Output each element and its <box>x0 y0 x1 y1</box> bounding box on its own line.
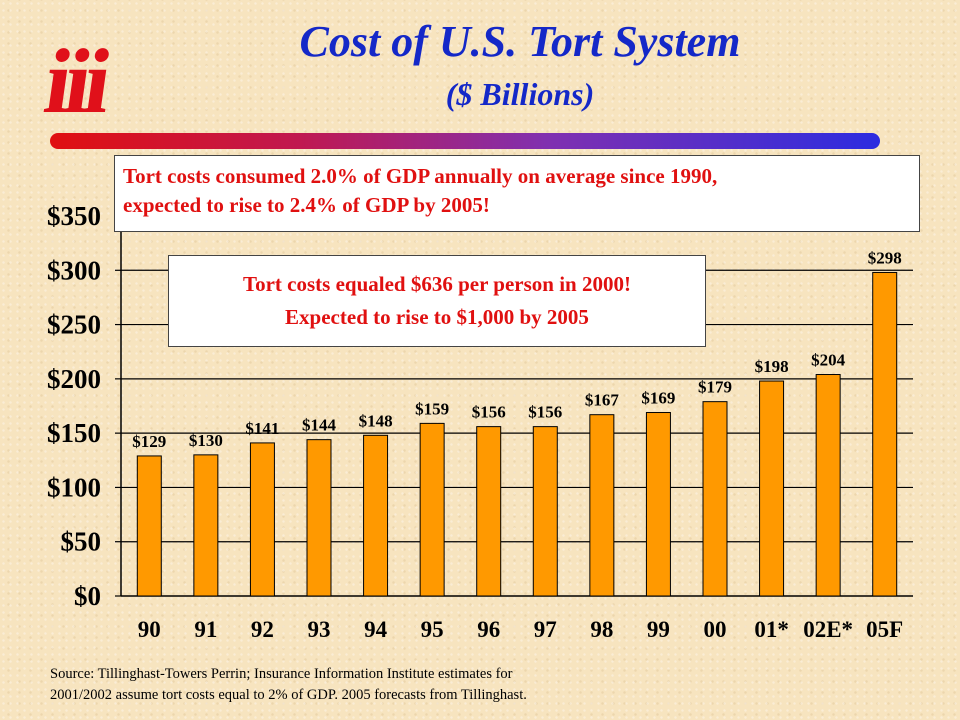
gdp-callout-line1: Tort costs consumed 2.0% of GDP annually… <box>123 164 718 188</box>
bar <box>759 380 785 597</box>
y-tick-label: $350 <box>47 201 101 231</box>
x-tick-label: 90 <box>138 617 161 642</box>
x-tick-labels: 90 91 92 93 94 95 96 97 98 99 00 01* 02E* 05F <box>138 617 903 642</box>
per-person-callout: Tort costs equaled $636 per person in 20… <box>168 255 706 347</box>
data-labels: $129 $130 $141 $144 $148 $159 $156 $156 $167 $169… <box>132 248 901 450</box>
x-tick-label: 05F <box>866 617 903 642</box>
y-tick-label: $0 <box>74 581 101 611</box>
data-label: $130 <box>189 431 223 450</box>
x-tick-label: 01* <box>754 617 789 642</box>
bar <box>476 426 502 597</box>
gradient-rule <box>50 133 880 149</box>
bar <box>645 412 671 597</box>
y-tick-label: $250 <box>47 310 101 340</box>
bar <box>872 271 898 597</box>
bar <box>249 442 275 597</box>
x-tick-label: 96 <box>477 617 500 642</box>
y-tick-label: $150 <box>47 418 101 448</box>
bar <box>136 455 162 597</box>
data-label: $198 <box>755 357 789 376</box>
data-label: $144 <box>302 416 337 435</box>
per-person-callout-line1: Tort costs equaled $636 per person in 20… <box>243 272 631 296</box>
bar <box>589 414 615 597</box>
x-tick-label: 00 <box>704 617 727 642</box>
bars <box>136 271 898 597</box>
bar <box>815 374 841 597</box>
x-tick-label: 92 <box>251 617 274 642</box>
y-tick-label: $50 <box>61 527 102 557</box>
x-tick-label: 02E* <box>803 617 853 642</box>
x-tick-label: 91 <box>194 617 217 642</box>
source-line1: Source: Tillinghast-Towers Perrin; Insur… <box>50 666 513 682</box>
bar <box>193 454 219 597</box>
data-label: $141 <box>245 419 279 438</box>
data-label: $159 <box>415 399 449 418</box>
y-tick-label: $100 <box>47 472 101 502</box>
x-tick-label: 95 <box>421 617 444 642</box>
chart-title: Cost of U.S. Tort System <box>299 17 741 66</box>
y-tick-label: $200 <box>47 364 101 394</box>
data-label: $167 <box>585 391 620 410</box>
bar <box>306 439 332 597</box>
x-tick-label: 94 <box>364 617 388 642</box>
y-tick-labels: $0 $50 $100 $150 $200 $250 $300 $350 <box>47 201 101 611</box>
data-label: $298 <box>868 248 902 267</box>
x-tick-label: 93 <box>308 617 331 642</box>
bar <box>419 422 445 597</box>
y-tick-label: $300 <box>47 255 101 285</box>
data-label: $179 <box>698 378 732 397</box>
data-label: $129 <box>132 432 166 451</box>
source-note: Source: Tillinghast-Towers Perrin; Insur… <box>50 664 910 706</box>
gdp-callout: Tort costs consumed 2.0% of GDP annually… <box>114 155 920 232</box>
x-tick-label: 99 <box>647 617 670 642</box>
data-label: $156 <box>472 403 506 422</box>
source-line2: 2001/2002 assume tort costs equal to 2% … <box>50 687 527 703</box>
x-tick-label: 97 <box>534 617 557 642</box>
bar <box>363 434 389 597</box>
per-person-callout-line2: Expected to rise to $1,000 by 2005 <box>285 305 589 329</box>
bar <box>532 426 558 597</box>
bar <box>702 401 728 597</box>
data-label: $148 <box>359 411 393 430</box>
data-label: $204 <box>811 351 846 370</box>
gdp-callout-line2: expected to rise to 2.4% of GDP by 2005! <box>123 193 490 217</box>
data-label: $156 <box>528 403 562 422</box>
chart-subtitle: ($ Billions) <box>445 76 595 112</box>
x-tick-label: 98 <box>590 617 613 642</box>
data-label: $169 <box>641 389 675 408</box>
